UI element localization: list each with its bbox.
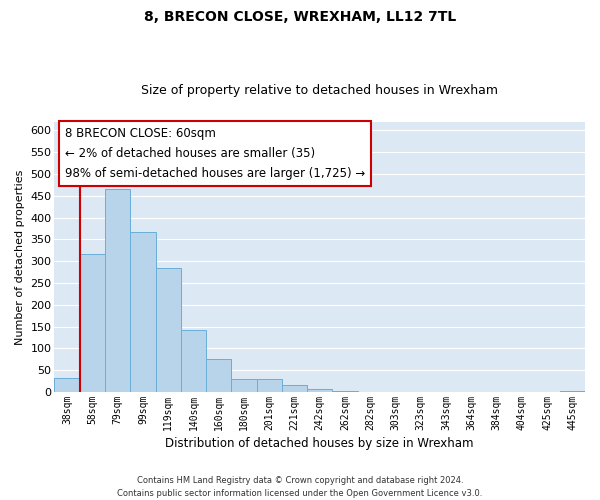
Text: Contains HM Land Registry data © Crown copyright and database right 2024.
Contai: Contains HM Land Registry data © Crown c…	[118, 476, 482, 498]
Bar	[332, 391, 358, 392]
Bar	[105, 190, 130, 392]
Bar	[80, 254, 105, 392]
Bar	[206, 360, 232, 392]
X-axis label: Distribution of detached houses by size in Wrexham: Distribution of detached houses by size …	[166, 437, 474, 450]
Bar	[155, 268, 181, 392]
Bar	[130, 232, 155, 392]
Text: 8 BRECON CLOSE: 60sqm
← 2% of detached houses are smaller (35)
98% of semi-detac: 8 BRECON CLOSE: 60sqm ← 2% of detached h…	[65, 127, 365, 180]
Bar	[307, 389, 332, 392]
Bar	[232, 378, 257, 392]
Bar	[257, 380, 282, 392]
Bar	[282, 385, 307, 392]
Y-axis label: Number of detached properties: Number of detached properties	[15, 169, 25, 344]
Bar	[55, 378, 80, 392]
Bar	[181, 330, 206, 392]
Text: 8, BRECON CLOSE, WREXHAM, LL12 7TL: 8, BRECON CLOSE, WREXHAM, LL12 7TL	[144, 10, 456, 24]
Title: Size of property relative to detached houses in Wrexham: Size of property relative to detached ho…	[141, 84, 498, 97]
Bar	[560, 390, 585, 392]
